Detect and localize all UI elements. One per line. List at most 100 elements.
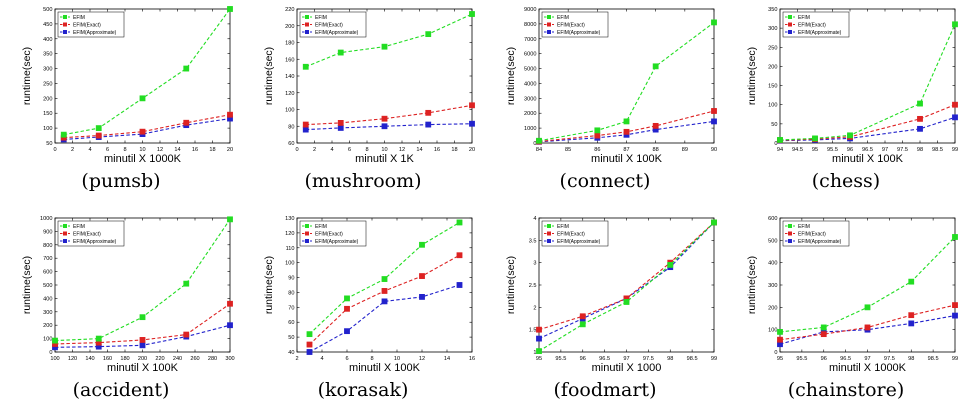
x-tick-label: 99 bbox=[952, 356, 958, 362]
legend-swatch-marker bbox=[788, 22, 792, 27]
x-tick-label: 95 bbox=[536, 356, 542, 362]
data-point bbox=[425, 121, 432, 128]
x-tick-label: 300 bbox=[225, 356, 234, 362]
y-tick-label: 100 bbox=[285, 108, 294, 114]
x-tick-label: 16 bbox=[192, 147, 198, 153]
x-tick-label: 98.5 bbox=[932, 147, 943, 153]
x-tick-label: 14 bbox=[416, 147, 422, 153]
legend-label: EFIM(Approximate) bbox=[73, 239, 117, 245]
y-tick-label: 800 bbox=[43, 243, 52, 249]
data-point bbox=[456, 282, 463, 288]
y-tick-label: 1.5 bbox=[529, 328, 537, 334]
x-tick-label: 12 bbox=[419, 356, 425, 362]
y-tick-label: 200 bbox=[768, 64, 777, 70]
data-point bbox=[456, 252, 463, 259]
data-point bbox=[344, 328, 350, 335]
x-tick-label: 240 bbox=[173, 356, 182, 362]
data-point bbox=[917, 100, 923, 107]
data-point bbox=[95, 132, 102, 139]
y-tick-label: 1 bbox=[533, 350, 536, 356]
y-tick-label: 300 bbox=[768, 283, 777, 289]
x-tick-label: 95.5 bbox=[827, 147, 838, 153]
data-point bbox=[419, 241, 425, 248]
data-point bbox=[864, 324, 871, 331]
x-tick-label: 180 bbox=[120, 356, 129, 362]
x-tick-label: 96 bbox=[580, 356, 586, 362]
data-point bbox=[344, 295, 350, 302]
y-tick-label: 50 bbox=[46, 141, 52, 147]
y-axis-label: runtime(sec) bbox=[746, 47, 758, 105]
legend-swatch-marker bbox=[63, 22, 67, 27]
y-tick-label: 4 bbox=[533, 216, 536, 222]
y-tick-label: 900 bbox=[43, 229, 52, 235]
y-tick-label: 3000 bbox=[524, 96, 536, 102]
chart-svg: 100 120 140 160 180 200 220 240 260 280 3000100200… bbox=[21, 216, 235, 374]
data-point bbox=[917, 115, 923, 122]
chart-panel: 0 2 4 6 8 10 12 14 16 18 20 60 80 100 120 140 160 180 200 2… bbox=[242, 0, 484, 208]
x-tick-label: 95.5 bbox=[555, 356, 566, 362]
legend-swatch-marker bbox=[305, 224, 309, 228]
x-tick-label: 98.5 bbox=[928, 356, 939, 362]
legend-swatch-marker bbox=[63, 15, 67, 19]
legend-swatch-marker bbox=[547, 30, 551, 34]
legend-label: EFIM(Exact) bbox=[557, 23, 585, 29]
legend-swatch-marker bbox=[788, 15, 792, 19]
data-point bbox=[594, 132, 601, 139]
series-line bbox=[779, 304, 956, 341]
x-tick-label: 6 bbox=[106, 147, 109, 153]
y-tick-label: 9000 bbox=[524, 7, 536, 13]
x-tick-label: 18 bbox=[209, 147, 215, 153]
x-tick-label: 4 bbox=[330, 147, 333, 153]
x-tick-label: 96 bbox=[847, 147, 853, 153]
y-axis-label: runtime(sec) bbox=[263, 47, 275, 105]
legend-label: EFIM(Approximate) bbox=[798, 30, 842, 36]
x-axis-label: minutil X 100K bbox=[107, 362, 179, 374]
chart-caption: (accident) bbox=[72, 379, 170, 401]
y-tick-label: 2.5 bbox=[529, 283, 537, 289]
y-tick-label: 80 bbox=[288, 124, 294, 130]
data-point bbox=[652, 63, 659, 70]
data-point bbox=[623, 299, 630, 305]
legend-swatch-marker bbox=[305, 231, 309, 236]
data-point bbox=[847, 132, 853, 139]
y-tick-label: 250 bbox=[768, 45, 777, 51]
legend-label: EFIM(Approximate) bbox=[557, 239, 601, 245]
series-line bbox=[779, 104, 956, 141]
data-point bbox=[812, 135, 818, 142]
y-tick-label: 120 bbox=[285, 231, 294, 237]
data-point bbox=[908, 312, 915, 319]
series-line bbox=[305, 123, 473, 131]
chart-panel: 84 85 86 87 88 89 90 0 1000 2000 3000 4000 5000 6000 7… bbox=[484, 0, 726, 208]
x-axis-label: minutil X 1K bbox=[355, 153, 414, 165]
data-point bbox=[777, 336, 783, 343]
data-point bbox=[469, 11, 475, 17]
x-tick-label: 10 bbox=[394, 356, 400, 362]
x-tick-label: 86 bbox=[594, 147, 600, 153]
y-tick-label: 110 bbox=[286, 246, 295, 252]
legend-swatch-marker bbox=[547, 224, 551, 228]
y-tick-label: 5000 bbox=[524, 67, 536, 73]
x-tick-label: 98 bbox=[908, 356, 914, 362]
data-point bbox=[908, 320, 915, 327]
data-point bbox=[306, 331, 313, 338]
legend-swatch-marker bbox=[547, 22, 551, 27]
data-point bbox=[917, 125, 923, 132]
y-axis-label: runtime(sec) bbox=[21, 256, 33, 314]
y-tick-label: 2 bbox=[533, 305, 536, 311]
data-point bbox=[381, 123, 388, 130]
x-tick-label: 16 bbox=[469, 356, 475, 362]
data-point bbox=[419, 294, 425, 300]
data-point bbox=[227, 6, 233, 12]
y-tick-label: 300 bbox=[768, 26, 777, 32]
data-point bbox=[95, 335, 102, 342]
x-tick-label: 85 bbox=[565, 147, 571, 153]
legend-label: EFIM(Exact) bbox=[73, 23, 101, 29]
data-point bbox=[139, 128, 146, 135]
legend-swatch-marker bbox=[305, 22, 309, 27]
data-point bbox=[381, 298, 388, 305]
data-point bbox=[469, 120, 475, 127]
x-tick-label: 95 bbox=[812, 147, 818, 153]
y-tick-label: 130 bbox=[285, 216, 294, 222]
y-tick-label: 8000 bbox=[524, 22, 536, 28]
